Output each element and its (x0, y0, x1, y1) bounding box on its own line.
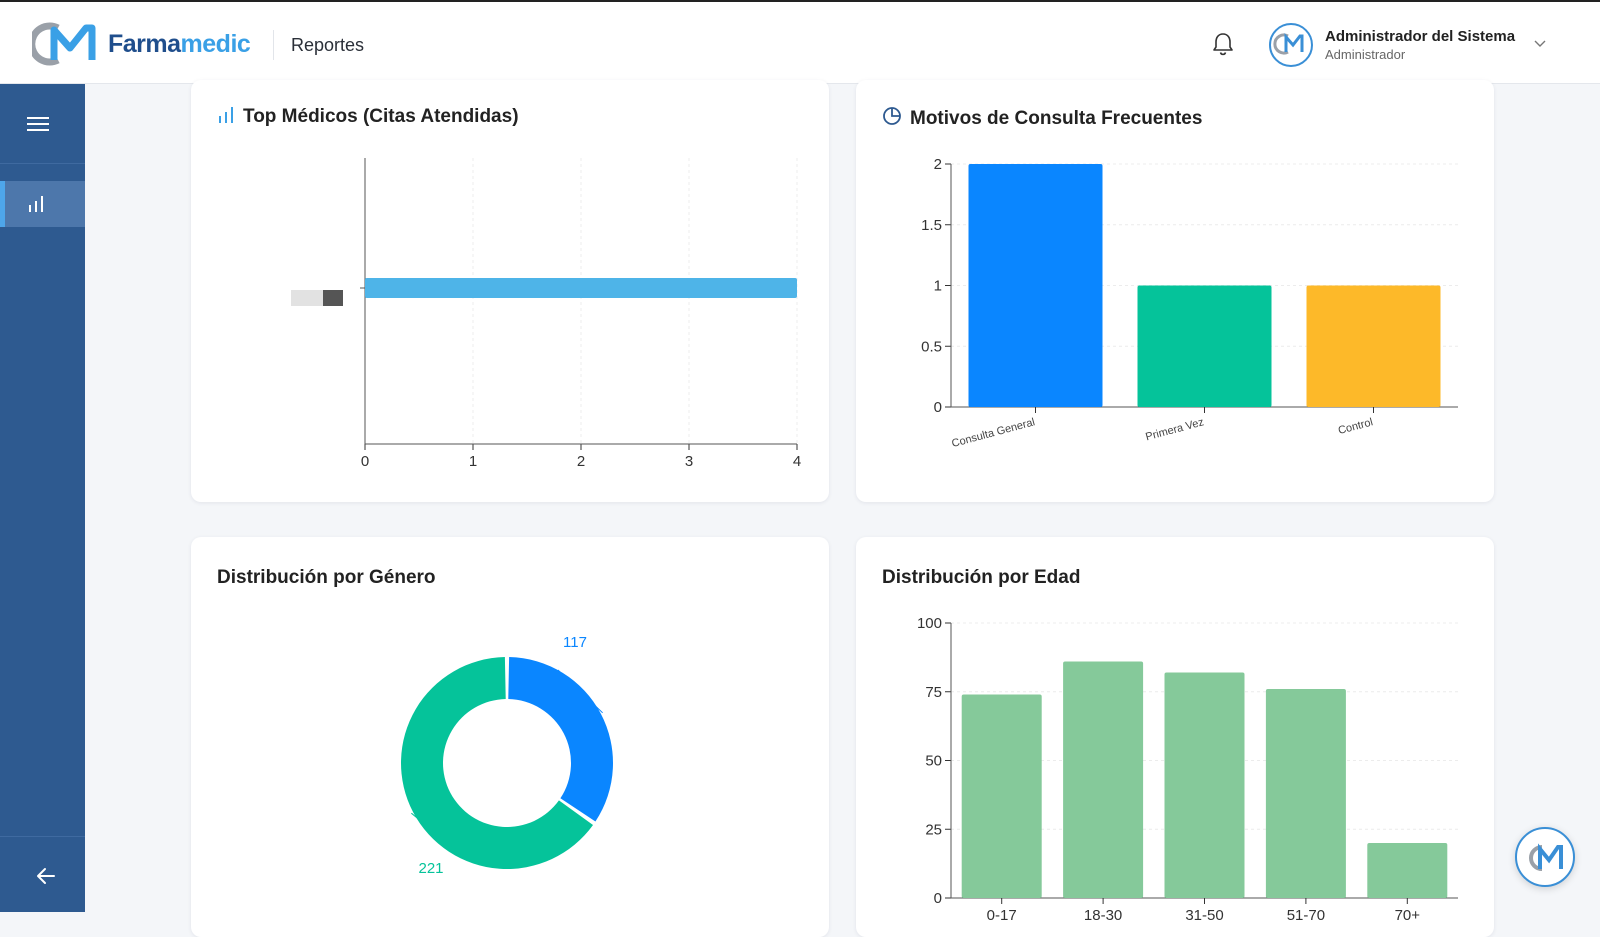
data-label: 221 (418, 860, 443, 877)
y-tick-label: 50 (925, 753, 942, 770)
bar (1164, 672, 1245, 898)
x-tick-label: Consulta General (950, 416, 1036, 450)
page-title: Reportes (291, 35, 365, 55)
card-top-medicos: Top Médicos (Citas Atendidas) 0 1 2 3 4 (191, 80, 829, 502)
bar (968, 164, 1103, 407)
card-title-motivos: Motivos de Consulta Frecuentes (882, 106, 1202, 130)
data-label: 117 (563, 634, 587, 651)
x-tick-label: 18-30 (1084, 907, 1122, 924)
bell-icon[interactable] (1212, 32, 1234, 56)
bar-chart-icon (219, 107, 233, 123)
pie-slice (508, 657, 613, 822)
user-role: Administrador (1325, 47, 1406, 62)
bar (1367, 843, 1448, 898)
x-tick-label: 3 (685, 453, 693, 470)
chart-top-medicos: 0 1 2 3 4 (291, 158, 801, 470)
x-tick-label: 51-70 (1287, 907, 1325, 924)
redacted-label (323, 290, 343, 306)
top-bar: Farmamedic Reportes Administrador del Si… (0, 0, 1600, 84)
bar (1063, 661, 1144, 898)
x-tick-label: Primera Vez (1144, 416, 1205, 443)
card-title-edad: Distribución por Edad (882, 567, 1081, 588)
avatar-logo-icon (1273, 33, 1304, 55)
pie-slice (401, 657, 594, 869)
y-tick-label: 100 (917, 615, 942, 632)
y-tick-label: 0 (934, 890, 942, 907)
y-tick-label: 75 (925, 684, 942, 701)
x-tick-label: 70+ (1395, 907, 1421, 924)
arrow-left-icon (37, 868, 55, 884)
floating-assistant-button[interactable] (1515, 827, 1575, 887)
avatar[interactable] (1269, 23, 1313, 67)
chart-edad: 0 25 50 75 100 0-17 18-30 31-50 51-70 70+ (917, 615, 1458, 924)
bar (1306, 285, 1441, 407)
leader-line (557, 669, 603, 714)
header-divider (273, 30, 274, 60)
x-tick-label: Control (1337, 416, 1374, 437)
hamburger-icon (27, 117, 49, 131)
farmamedic-logo[interactable] (32, 22, 96, 66)
x-tick-label: 1 (469, 453, 477, 470)
card-title-genero: Distribución por Género (217, 567, 436, 588)
x-tick-label: 31-50 (1185, 907, 1223, 924)
sidebar-item-reportes[interactable] (0, 181, 85, 227)
menu-toggle-button[interactable] (0, 84, 85, 164)
card-edad: Distribución por Edad 0 25 50 75 100 0-17 18-3… (856, 537, 1494, 937)
card-title-top-medicos: Top Médicos (Citas Atendidas) (217, 106, 519, 128)
chart-motivos: 0 0.5 1 1.5 2 Consulta General Primera Vez Cont… (921, 156, 1458, 450)
y-tick-label: 25 (925, 821, 942, 838)
x-tick-label: 0 (361, 453, 369, 470)
bar-chart-icon (29, 196, 43, 212)
chevron-down-icon[interactable] (1534, 38, 1546, 48)
bar (1265, 689, 1346, 898)
x-tick-label: 4 (793, 453, 801, 470)
chart-genero: 117 221 (401, 634, 613, 877)
y-tick-label: 0 (934, 399, 942, 416)
x-tick-label: 2 (577, 453, 585, 470)
x-tick-label: 0-17 (987, 907, 1017, 924)
card-genero: Distribución por Género 117 221 (191, 537, 829, 937)
user-name[interactable]: Administrador del Sistema (1325, 28, 1516, 45)
y-tick-label: 0.5 (921, 338, 942, 355)
leader-line (411, 812, 457, 851)
bar (961, 694, 1042, 898)
card-motivos: Motivos de Consulta Frecuentes 0 0.5 1 1.5 2… (856, 80, 1494, 502)
brand-name: Farmamedic (108, 30, 251, 58)
bar (1137, 285, 1272, 407)
pie-chart-icon (883, 107, 901, 125)
collapse-sidebar-button[interactable] (0, 836, 85, 912)
y-tick-label: 1 (934, 278, 942, 295)
y-tick-label: 2 (934, 156, 942, 173)
y-tick-label: 1.5 (921, 217, 942, 234)
bar (365, 278, 797, 298)
farmamedic-logo-icon (1529, 843, 1563, 871)
sidebar (0, 84, 85, 912)
